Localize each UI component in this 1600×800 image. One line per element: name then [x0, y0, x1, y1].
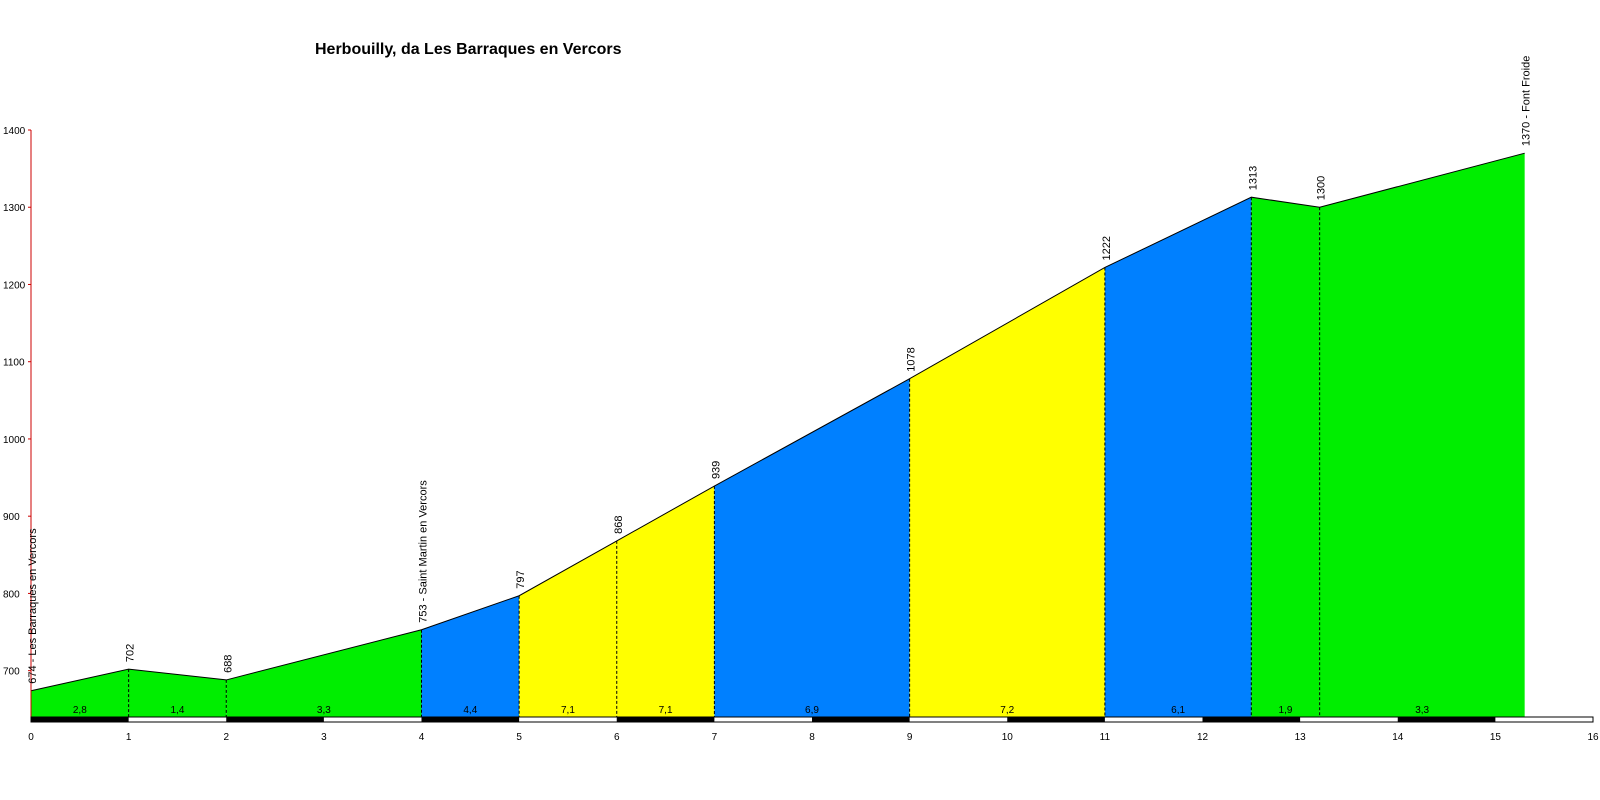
x-axis-km-block — [812, 717, 910, 722]
elevation-label: 1313 — [1247, 166, 1259, 190]
x-tick-label: 14 — [1392, 732, 1404, 743]
profile-line — [30, 152, 1525, 692]
profile-segment — [1104, 197, 1252, 718]
x-axis-km-block — [616, 717, 715, 722]
gradient-label: 4,4 — [463, 705, 477, 716]
x-tick-label: 1 — [126, 732, 132, 743]
gradient-labels: 2,8 1,4 3,3 4,4 7,1 7,1 6,9 7,2 6,1 1,9 3,3 — [73, 705, 1430, 716]
profile-segment — [1319, 153, 1525, 718]
gradient-label: 1,9 — [1279, 705, 1293, 716]
segment-dividers — [128, 197, 1321, 717]
x-axis-km-block — [1007, 717, 1105, 722]
elevation-label: 868 — [613, 516, 625, 534]
x-tick-label: 13 — [1295, 732, 1307, 743]
y-tick-label: 1100 — [3, 358, 25, 369]
profile-segment — [421, 595, 520, 717]
x-tick-label: 8 — [809, 732, 815, 743]
gradient-label: 3,3 — [317, 705, 331, 716]
gradient-label: 6,1 — [1171, 705, 1185, 716]
profile-segment — [714, 378, 910, 717]
elevation-label: 939 — [710, 461, 722, 479]
elevation-label: 674 - Les Barraques en Vercors — [27, 528, 39, 684]
gradient-label: 3,3 — [1415, 705, 1429, 716]
profile-segment — [616, 486, 715, 717]
x-tick-label: 10 — [1002, 732, 1014, 743]
elevation-label: 702 — [125, 644, 137, 662]
x-tick-label: 3 — [321, 732, 327, 743]
y-tick-label: 1200 — [3, 280, 26, 291]
x-axis-km-block — [421, 717, 520, 722]
x-tick-label: 9 — [907, 732, 913, 743]
chart-title: Herbouilly, da Les Barraques en Vercors — [315, 41, 622, 58]
x-tick-label: 4 — [419, 732, 425, 743]
elevation-label: 797 — [515, 570, 527, 588]
elevation-label: 753 - Saint Martin en Vercors — [418, 480, 430, 623]
profile-segment — [909, 267, 1105, 717]
y-tick-label: 800 — [3, 589, 20, 600]
profile-segment — [31, 669, 129, 717]
x-tick-label: 16 — [1587, 732, 1599, 743]
y-tick-label: 700 — [3, 667, 20, 678]
x-axis-km-block — [226, 717, 324, 722]
elevation-label: 1078 — [906, 347, 918, 371]
x-tick-label: 11 — [1100, 732, 1111, 743]
gradient-label: 7,1 — [561, 705, 575, 716]
x-axis-km-block — [1397, 717, 1496, 722]
x-tick-label: 12 — [1197, 732, 1209, 743]
profile-segment — [519, 540, 617, 717]
profile-segment — [226, 629, 422, 717]
y-tick-label: 1300 — [3, 203, 26, 214]
elevation-label: 1370 - Font Froide — [1521, 56, 1533, 147]
x-tick-label: 15 — [1490, 732, 1502, 743]
profile-segment — [128, 669, 227, 717]
gradient-label: 1,4 — [170, 705, 184, 716]
y-tick-label: 1400 — [3, 126, 26, 137]
point-labels: 674 - Les Barraques en Vercors 702 688 753 … — [27, 56, 1533, 684]
gradient-label: 7,1 — [659, 705, 673, 716]
x-axis-km-block — [1202, 717, 1301, 722]
gradient-label: 2,8 — [73, 705, 87, 716]
x-axis: 0 1 2 3 4 5 6 7 8 9 10 11 12 13 14 15 16 — [28, 716, 1599, 743]
x-tick-label: 6 — [614, 732, 620, 743]
elevation-label: 688 — [222, 655, 234, 673]
profile-segment — [1251, 197, 1320, 718]
elevation-label: 1300 — [1316, 176, 1328, 200]
x-tick-label: 2 — [223, 732, 229, 743]
gradient-label: 7,2 — [1000, 705, 1014, 716]
x-axis-km-block — [31, 717, 129, 722]
y-axis: 700 800 900 1000 1100 1200 1300 1400 — [3, 126, 32, 717]
y-tick-label: 900 — [3, 512, 20, 523]
x-tick-label: 5 — [516, 732, 522, 743]
profile-fills — [31, 153, 1525, 718]
x-tick-label: 0 — [28, 732, 34, 743]
elevation-label: 1222 — [1101, 236, 1113, 260]
x-tick-label: 7 — [712, 732, 718, 743]
gradient-label: 6,9 — [805, 705, 819, 716]
y-tick-label: 1000 — [3, 435, 26, 446]
